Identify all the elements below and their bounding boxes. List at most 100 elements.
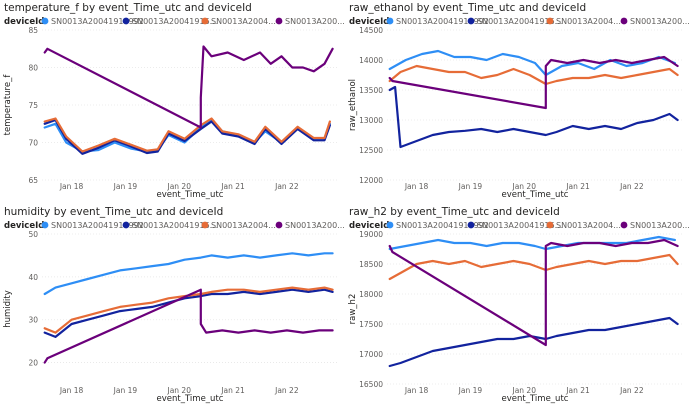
chart-raw-h2-legend-marker-3 [620, 221, 628, 229]
chart-temperature-y-tick-0: 65 [28, 176, 38, 185]
chart-temperature-x-tick-0: Jan 18 [59, 182, 84, 191]
chart-temperature-x-axis-label: event_Time_utc [157, 190, 224, 200]
chart-raw-h2-x-tick-0: Jan 18 [404, 386, 429, 395]
chart-temperature-plot-area [43, 45, 334, 155]
chart-temperature-series-1 [43, 118, 331, 155]
chart-raw-ethanol-series-2 [388, 64, 679, 86]
chart-raw-ethanol-x-tick-0: Jan 18 [404, 182, 429, 191]
chart-raw-ethanol-legend-item-1: SN0013A20041916... [477, 17, 562, 26]
chart-humidity-x-tick-3: Jan 21 [220, 386, 245, 395]
chart-raw-h2-legend-item-3: SN0013A200... [630, 221, 690, 230]
chart-raw-h2-legend-item-0: SN0013A20041916992 [396, 221, 489, 230]
chart-humidity-plot-area [43, 252, 334, 364]
chart-raw-h2-y-tick-1: 17000 [359, 350, 383, 359]
chart-humidity-x-axis-label: event_Time_utc [157, 394, 224, 404]
chart-raw-ethanol-plot-area [388, 49, 679, 149]
chart-humidity-title: humidity by event_Time_utc and deviceId [4, 206, 223, 218]
chart-raw-ethanol-series-3 [388, 55, 679, 110]
chart-raw-ethanol-x-tick-3: Jan 21 [565, 182, 590, 191]
chart-raw-ethanol-y-tick-0: 12000 [359, 176, 383, 185]
chart-humidity-legend-title: deviceId [4, 221, 44, 231]
chart-humidity-legend-item-0: SN0013A20041916992 [51, 221, 144, 230]
chart-raw-ethanol-legend-item-0: SN0013A20041916992 [396, 17, 489, 26]
chart-humidity-legend-item-3: SN0013A200... [285, 221, 345, 230]
chart-temperature-y-tick-4: 85 [28, 26, 38, 35]
chart-raw-h2-y-tick-4: 18500 [359, 260, 383, 269]
chart-humidity-legend-marker-2 [201, 221, 209, 229]
chart-raw-h2-x-tick-3: Jan 21 [565, 386, 590, 395]
chart-raw-ethanol-legend-title: deviceId [349, 17, 389, 27]
chart-raw-ethanol-legend-item-2: SN0013A2004... [556, 17, 621, 26]
chart-raw-h2-y-tick-0: 16500 [359, 380, 383, 389]
chart-raw-ethanol: raw_ethanol by event_Time_utc and device… [345, 0, 690, 203]
chart-temperature-legend-item-1: SN0013A20041916... [132, 17, 217, 26]
chart-humidity-legend-item-2: SN0013A2004... [211, 221, 276, 230]
chart-raw-h2-legend-marker-2 [546, 221, 554, 229]
chart-raw-ethanol-y-axis-label: raw_ethanol [348, 79, 358, 131]
chart-humidity-legend-marker-1 [122, 221, 130, 229]
chart-humidity-y-tick-2: 40 [28, 273, 38, 282]
chart-raw-h2-plot-area [388, 235, 679, 368]
chart-raw-h2-legend-item-2: SN0013A2004... [556, 221, 621, 230]
chart-temperature-legend-item-2: SN0013A2004... [211, 17, 276, 26]
chart-humidity-y-tick-1: 30 [28, 316, 38, 325]
chart-humidity-legend-marker-3 [275, 221, 283, 229]
chart-temperature-title: temperature_f by event_Time_utc and devi… [4, 2, 252, 14]
chart-humidity-legend-marker-0 [41, 221, 49, 229]
chart-raw-ethanol-y-tick-4: 14000 [359, 56, 383, 65]
chart-humidity-x-tick-1: Jan 19 [113, 386, 138, 395]
chart-temperature-x-tick-4: Jan 22 [274, 182, 299, 191]
chart-humidity-x-tick-0: Jan 18 [59, 386, 84, 395]
chart-temperature-y-tick-3: 80 [28, 64, 38, 73]
chart-raw-ethanol-y-tick-3: 13500 [359, 86, 383, 95]
chart-humidity: humidity by event_Time_utc and deviceId d… [0, 204, 345, 407]
chart-raw-h2-x-tick-4: Jan 22 [619, 386, 644, 395]
chart-raw-ethanol-title: raw_ethanol by event_Time_utc and device… [349, 2, 586, 14]
chart-temperature-legend-marker-0 [41, 17, 49, 25]
chart-temperature: temperature_f by event_Time_utc and devi… [0, 0, 345, 203]
chart-humidity-series-0 [43, 252, 334, 296]
chart-raw-ethanol-legend-marker-0 [386, 17, 394, 25]
chart-raw-h2-x-tick-1: Jan 19 [458, 386, 483, 395]
chart-raw-h2-y-tick-2: 17500 [359, 320, 383, 329]
chart-temperature-y-tick-1: 70 [28, 139, 38, 148]
chart-humidity-y-axis-label: humidity [3, 290, 13, 328]
chart-raw-ethanol-legend-item-3: SN0013A200... [630, 17, 690, 26]
chart-humidity-series-1 [43, 288, 334, 338]
chart-raw-h2-title: raw_h2 by event_Time_utc and deviceId [349, 206, 560, 218]
chart-raw-h2-y-axis-label: raw_h2 [348, 294, 358, 325]
chart-humidity-series-2 [43, 286, 334, 334]
chart-temperature-svg: temperature_f by event_Time_utc and devi… [3, 2, 345, 200]
chart-humidity-x-tick-4: Jan 22 [274, 386, 299, 395]
chart-humidity-legend-item-1: SN0013A20041916... [132, 221, 217, 230]
chart-raw-h2-series-1 [388, 316, 679, 368]
chart-raw-ethanol-legend-marker-2 [546, 17, 554, 25]
chart-raw-ethanol-series-1 [388, 85, 679, 149]
chart-raw-h2-legend-marker-1 [467, 221, 475, 229]
chart-raw-h2-y-tick-5: 19000 [359, 230, 383, 239]
chart-raw-h2-svg: raw_h2 by event_Time_utc and deviceId dev… [348, 206, 690, 404]
chart-raw-ethanol-x-tick-1: Jan 19 [458, 182, 483, 191]
chart-raw-ethanol-y-tick-2: 13000 [359, 116, 383, 125]
chart-temperature-legend-marker-1 [122, 17, 130, 25]
chart-humidity-svg: humidity by event_Time_utc and deviceId d… [3, 206, 345, 404]
chart-raw-ethanol-x-axis-label: event_Time_utc [502, 190, 569, 200]
chart-temperature-y-axis-label: temperature_f [3, 74, 13, 136]
chart-raw-ethanol-x-tick-4: Jan 22 [619, 182, 644, 191]
chart-temperature-series-3 [43, 45, 334, 129]
chart-temperature-legend-title: deviceId [4, 17, 44, 27]
chart-raw-h2-x-axis-label: event_Time_utc [502, 394, 569, 404]
chart-raw-ethanol-legend-marker-1 [467, 17, 475, 25]
chart-temperature-series-2 [43, 117, 331, 153]
chart-raw-h2-series-3 [388, 238, 679, 347]
chart-raw-ethanol-x-tick-2: Jan 20 [511, 182, 536, 191]
chart-raw-ethanol-y-tick-1: 12500 [359, 146, 383, 155]
chart-raw-h2-series-2 [388, 253, 679, 281]
chart-raw-ethanol-legend-marker-3 [620, 17, 628, 25]
chart-temperature-x-tick-2: Jan 20 [166, 182, 191, 191]
chart-raw-h2-y-tick-3: 18000 [359, 290, 383, 299]
chart-raw-h2-legend-item-1: SN0013A20041916... [477, 221, 562, 230]
chart-humidity-y-tick-0: 20 [28, 359, 38, 368]
chart-temperature-y-tick-2: 75 [28, 101, 38, 110]
chart-temperature-legend-item-3: SN0013A200... [285, 17, 345, 26]
